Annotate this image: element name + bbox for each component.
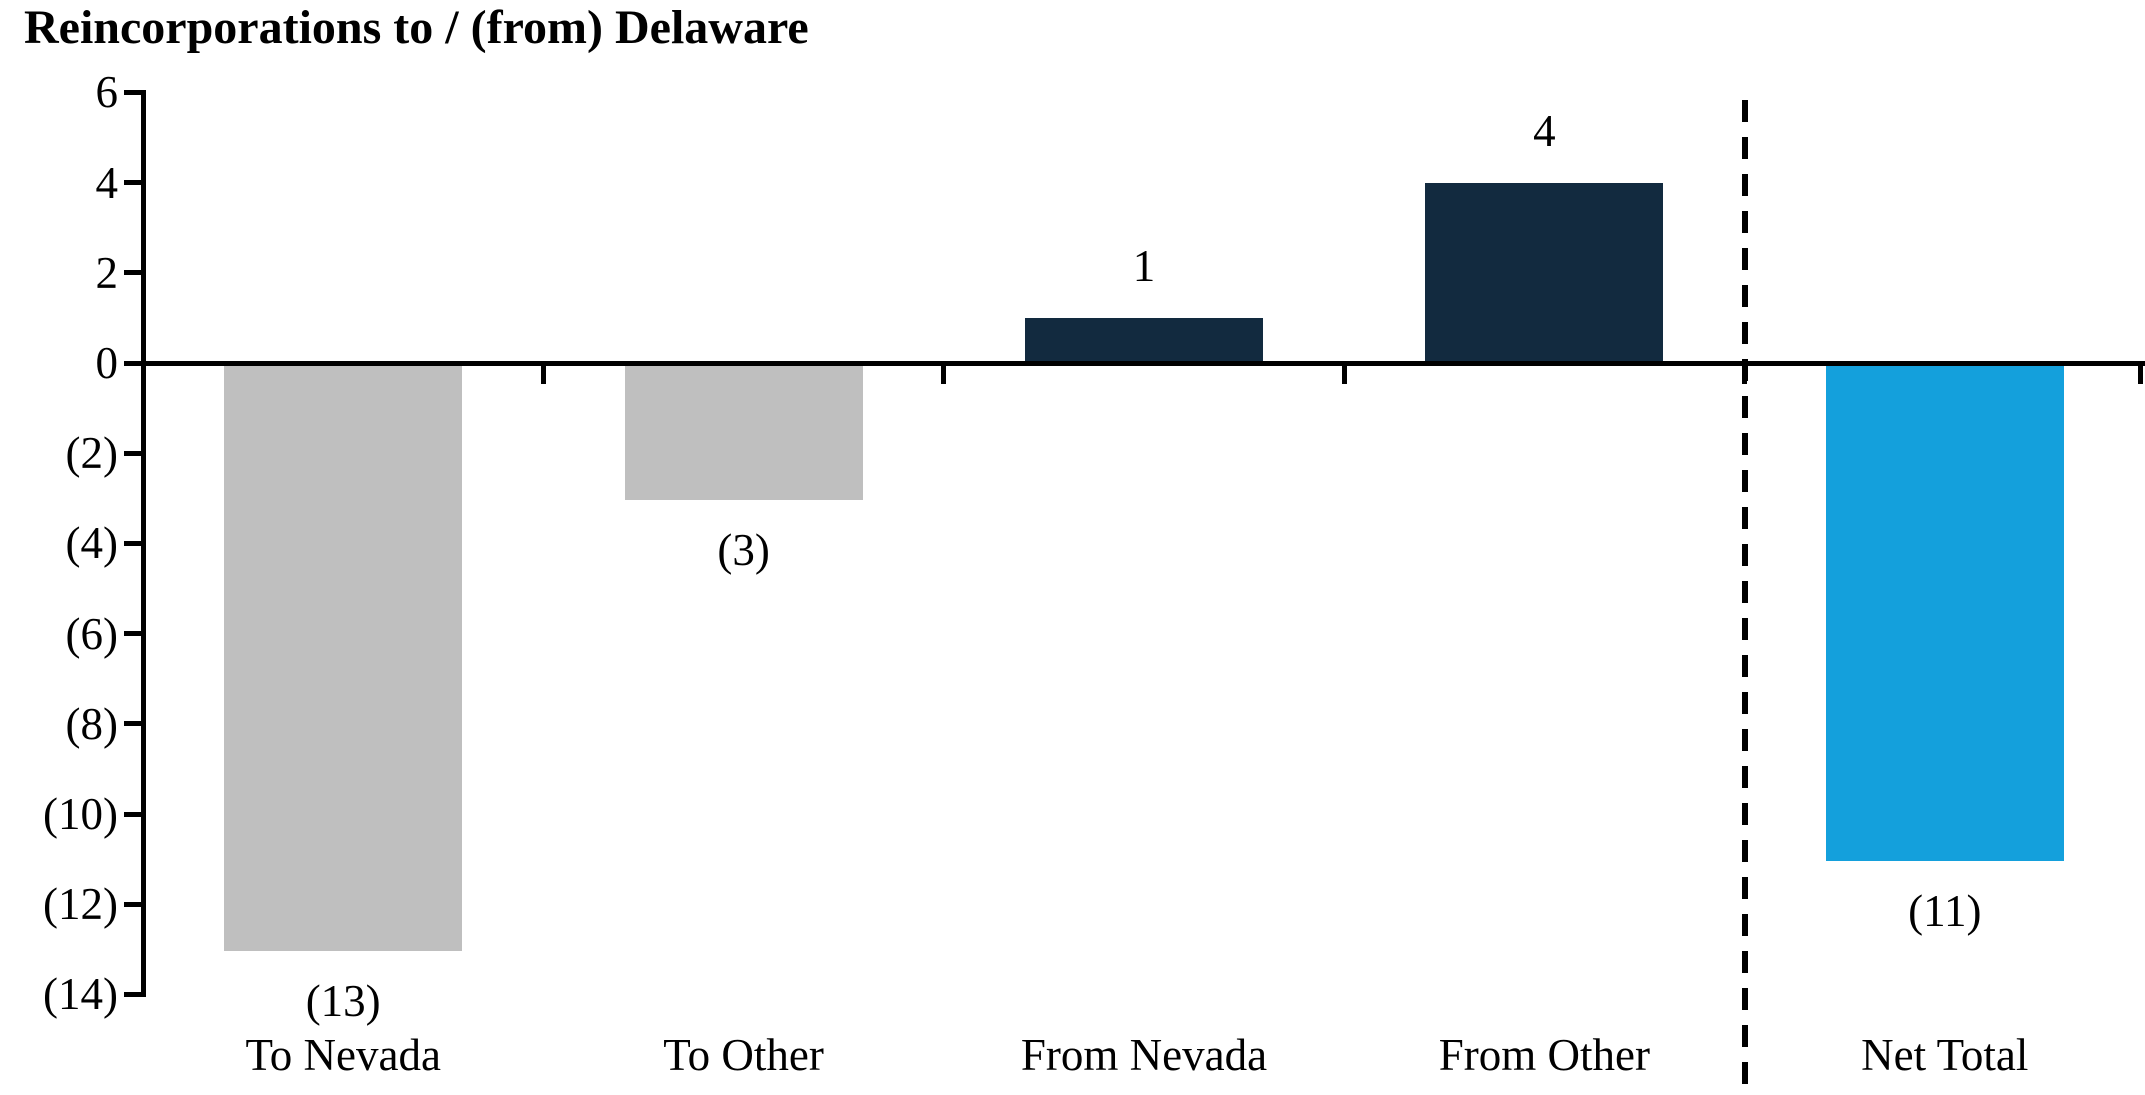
y-axis-tick [123, 631, 141, 637]
y-tick-label: (12) [43, 879, 118, 930]
category-label: To Nevada [245, 1030, 441, 1080]
category-label: From Other [1438, 1030, 1650, 1080]
y-tick-label: (4) [65, 518, 118, 569]
y-tick-label: (2) [65, 428, 118, 479]
category-boundary-tick [941, 363, 947, 384]
y-axis-tick [123, 270, 141, 276]
bar-value-label: 4 [1533, 105, 1556, 156]
bar-value-label: (13) [305, 976, 381, 1027]
bar [1425, 182, 1664, 365]
bar-value-label: (11) [1908, 886, 1982, 937]
y-axis-tick [123, 360, 141, 366]
y-axis-tick [123, 450, 141, 456]
y-axis-tick [123, 540, 141, 546]
bar-value-label: (3) [717, 525, 770, 576]
bar [224, 363, 463, 952]
y-tick-label: 0 [95, 338, 119, 388]
bar [1025, 317, 1263, 365]
y-tick-label: 4 [95, 157, 119, 208]
y-axis-tick [123, 811, 141, 817]
y-tick-label: (10) [43, 789, 118, 839]
y-tick-label: (6) [65, 608, 118, 659]
y-axis-tick [123, 901, 141, 907]
bar [624, 363, 863, 501]
bar [1825, 363, 2064, 862]
y-tick-label: 6 [95, 67, 119, 118]
category-label: From Nevada [1020, 1030, 1268, 1080]
y-tick-label: (14) [43, 969, 118, 1020]
category-boundary-tick [2137, 363, 2143, 384]
y-axis-tick [123, 721, 141, 727]
y-axis-tick [123, 89, 141, 95]
y-axis-line [140, 90, 146, 997]
category-label: To Other [663, 1030, 824, 1080]
category-boundary-tick [540, 363, 546, 384]
bar-value-label: 1 [1132, 240, 1156, 291]
y-tick-label: 2 [95, 247, 119, 298]
y-axis-tick [123, 180, 141, 186]
y-tick-label: (8) [65, 698, 118, 749]
x-axis-line [143, 360, 2145, 366]
separator-dashed-line [1741, 100, 1748, 1095]
y-axis-tick [123, 991, 141, 997]
category-boundary-tick [1341, 363, 1347, 384]
chart-title: Reincorporations to / (from) Delaware [24, 1, 809, 54]
category-label: Net Total [1861, 1030, 2029, 1080]
